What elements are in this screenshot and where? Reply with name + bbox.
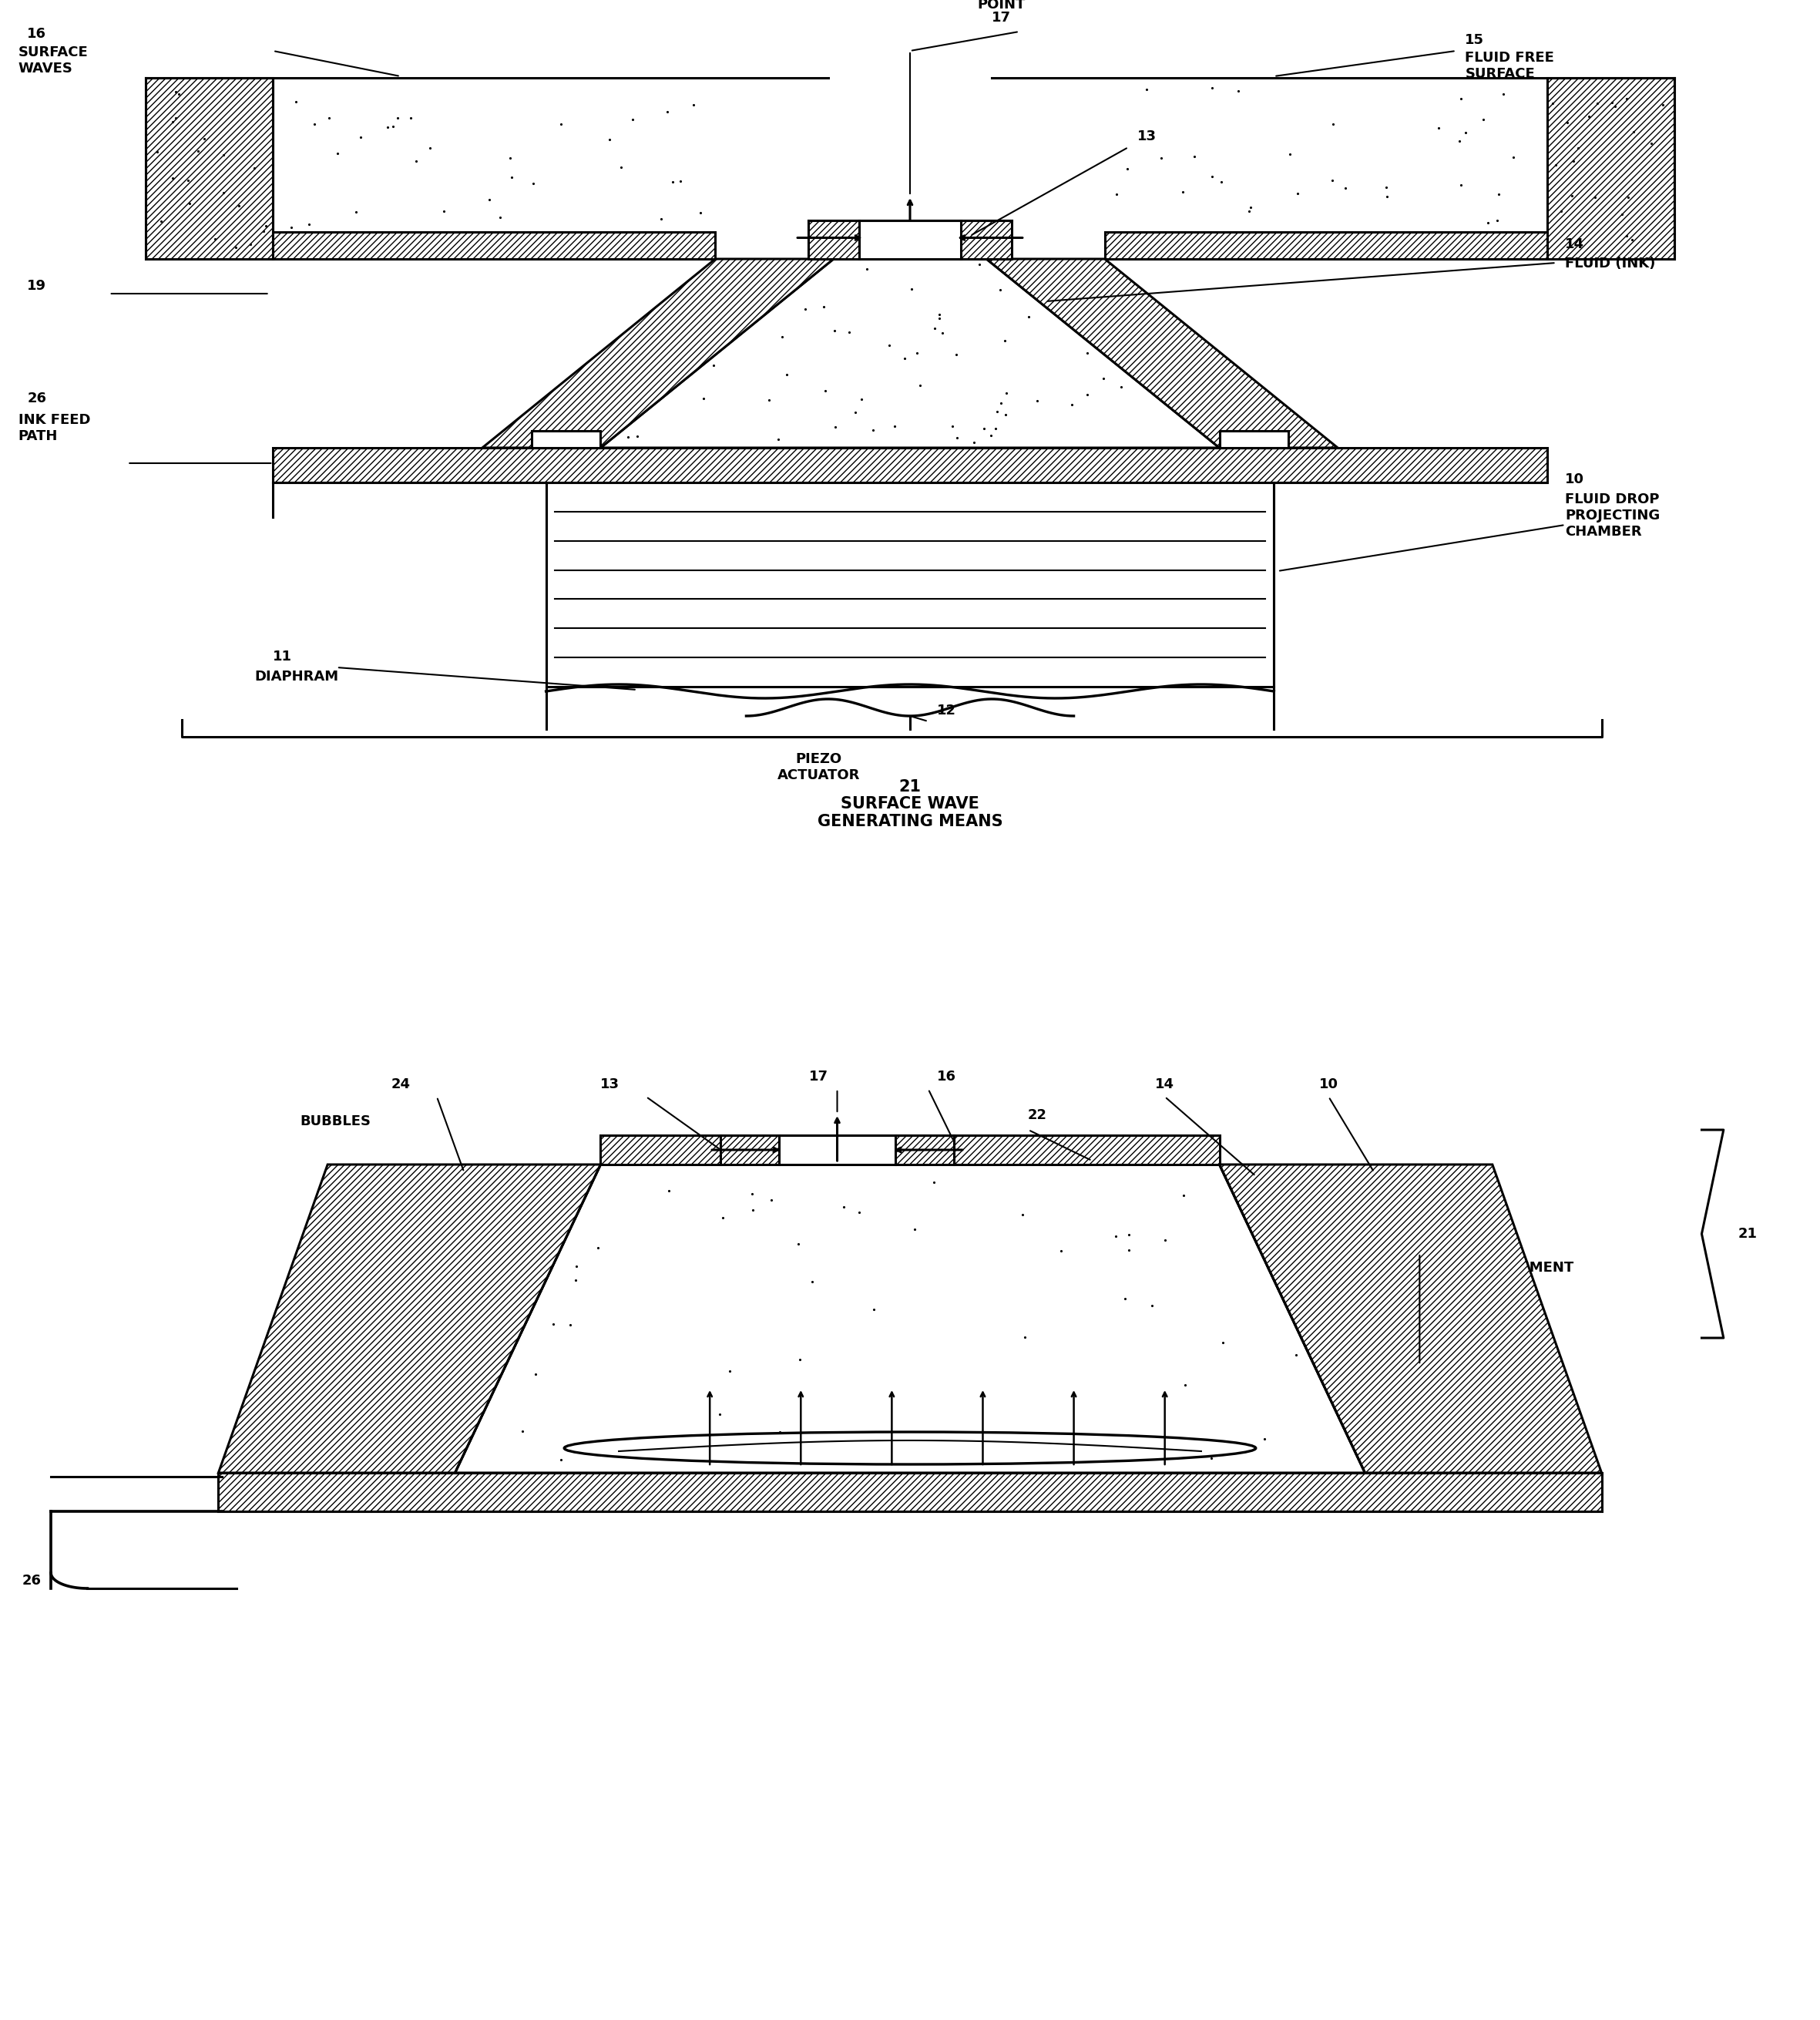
Text: 15: 15	[1465, 32, 1485, 46]
Text: 10: 10	[1320, 1077, 1338, 1091]
Text: SURFACE WAVE
GENERATING MEANS: SURFACE WAVE GENERATING MEANS	[817, 796, 1003, 830]
Text: HEATING ELEMENT: HEATING ELEMENT	[1429, 1260, 1574, 1275]
Text: 16: 16	[27, 26, 47, 40]
Bar	[895, 1135, 954, 1164]
Polygon shape	[1219, 1164, 1602, 1473]
Polygon shape	[218, 1164, 601, 1473]
Polygon shape	[455, 1164, 1365, 1473]
Bar	[273, 232, 715, 259]
Ellipse shape	[564, 1432, 1256, 1464]
Text: INK FEED
PATH: INK FEED PATH	[18, 414, 91, 442]
Text: 14: 14	[1565, 238, 1585, 250]
Text: PIEZO
ACTUATOR: PIEZO ACTUATOR	[777, 751, 861, 782]
Text: 26: 26	[27, 392, 47, 406]
Bar	[218, 1473, 1602, 1511]
Polygon shape	[601, 259, 1219, 448]
Text: DIAPHRAM: DIAPHRAM	[255, 671, 339, 683]
Text: FLUID (INK): FLUID (INK)	[1565, 257, 1656, 271]
Bar	[1105, 232, 1547, 259]
Bar	[273, 448, 1547, 483]
Bar	[961, 220, 1012, 259]
Bar	[1547, 79, 1674, 259]
Bar	[146, 79, 273, 259]
Polygon shape	[986, 259, 1338, 448]
Bar	[546, 483, 1274, 687]
Text: 11: 11	[273, 650, 293, 665]
Bar	[954, 1135, 1219, 1164]
Text: BUBBLES: BUBBLES	[300, 1115, 371, 1129]
Text: 26: 26	[22, 1574, 42, 1588]
Text: 13: 13	[601, 1077, 619, 1091]
Text: 10: 10	[1565, 473, 1585, 487]
Bar	[779, 1135, 895, 1164]
Bar	[531, 430, 601, 448]
Text: 19: 19	[27, 279, 47, 293]
Text: 13: 13	[1138, 129, 1158, 143]
Text: 14: 14	[1156, 1077, 1174, 1091]
Text: FLUID DROP
PROJECTING
CHAMBER: FLUID DROP PROJECTING CHAMBER	[1565, 493, 1660, 539]
Text: FLUID PROJECTING
POINT: FLUID PROJECTING POINT	[928, 0, 1074, 12]
Text: SURFACE
WAVES: SURFACE WAVES	[18, 46, 87, 75]
Text: 23: 23	[1429, 1228, 1449, 1242]
Bar	[601, 1135, 721, 1164]
Bar	[859, 220, 961, 259]
Text: 16: 16	[937, 1071, 956, 1083]
Text: 21: 21	[899, 780, 921, 794]
Polygon shape	[482, 259, 834, 448]
Text: 22: 22	[1028, 1109, 1047, 1123]
Bar	[1219, 430, 1289, 448]
Bar	[721, 1135, 779, 1164]
Text: 21: 21	[1738, 1226, 1758, 1240]
Text: 17: 17	[810, 1071, 828, 1083]
Text: 12: 12	[937, 703, 957, 717]
Text: 24: 24	[391, 1077, 410, 1091]
Text: 17: 17	[992, 10, 1010, 24]
Text: FLUID FREE
SURFACE: FLUID FREE SURFACE	[1465, 51, 1554, 81]
Bar	[808, 220, 859, 259]
